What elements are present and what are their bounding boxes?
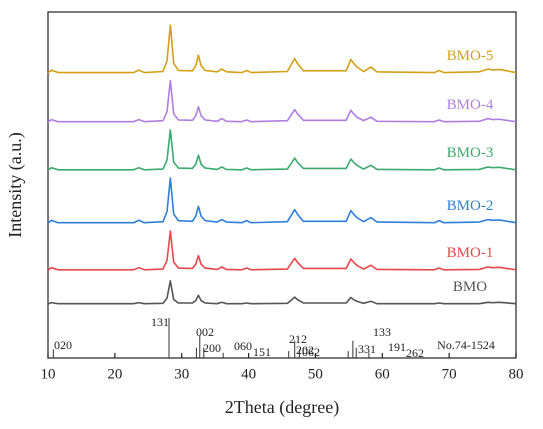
reference-label: 202 [296, 343, 314, 357]
x-axis-title: 2Theta (degree) [225, 397, 339, 418]
y-axis-title: Intensity (a.u.) [5, 132, 26, 237]
reference-label: 191 [388, 340, 406, 354]
series-line [47, 79, 517, 123]
reference-label: 262 [406, 346, 424, 360]
x-tick-label: 50 [308, 366, 323, 382]
reference-label: 212 [289, 332, 307, 346]
series-label: BMO-2 [447, 198, 494, 214]
series-label: BMO-5 [447, 48, 494, 64]
reference-label: 331 [358, 342, 376, 356]
series-label: BMO [453, 279, 487, 295]
reference-label: 133 [373, 325, 391, 339]
x-tick-label: 30 [174, 366, 189, 382]
reference-label: 002 [196, 325, 214, 339]
reference-name: No.74-1524 [437, 338, 495, 352]
x-tick-label: 40 [241, 366, 256, 382]
series-label: BMO-1 [447, 245, 494, 261]
series-label: BMO-3 [447, 145, 494, 161]
series-line [47, 280, 517, 305]
x-tick-label: 70 [442, 366, 457, 382]
x-tick-label: 80 [509, 366, 524, 382]
series-line [47, 230, 517, 271]
reference-label: 131 [151, 315, 169, 329]
x-tick-label: 60 [375, 366, 390, 382]
reference-label: 060 [234, 339, 252, 353]
x-tick-label: 20 [107, 366, 122, 382]
reference-label: 020 [54, 338, 72, 352]
series-label: BMO-4 [447, 97, 494, 113]
reference-label: 151 [253, 345, 271, 359]
reference-label: 200 [203, 341, 221, 355]
series-line [47, 24, 517, 74]
reference-label: 062 [302, 345, 320, 359]
x-tick-label: 10 [41, 366, 56, 382]
plot-frame [47, 11, 517, 359]
series-line [47, 129, 517, 171]
series-line [47, 177, 517, 224]
